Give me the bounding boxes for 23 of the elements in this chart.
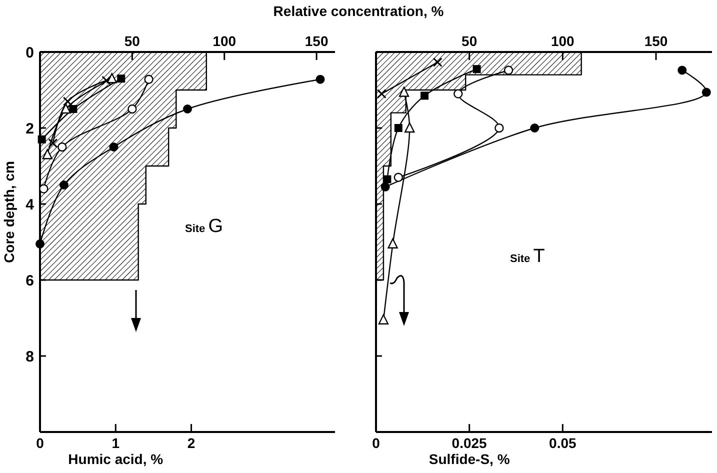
x2-tick-label: 50	[124, 33, 140, 49]
x-tick-label: 0	[372, 435, 380, 451]
y-tick-label: 2	[26, 120, 34, 138]
x2-tick-label: 150	[644, 33, 668, 49]
x-tick-label: 0.05	[549, 435, 577, 451]
x-axis-title: Humic acid, %	[68, 451, 164, 467]
x2-tick-label: 100	[212, 33, 236, 49]
x-tick-label: 1	[112, 435, 120, 451]
y-tick-label: 8	[26, 348, 34, 366]
y-tick-label: 6	[26, 272, 34, 290]
y-tick-label: 0	[26, 44, 34, 62]
x-tick-label: 0.025	[452, 435, 488, 451]
annotation: Site G	[185, 216, 224, 237]
y-axis-title: Core depth, cm	[1, 161, 17, 263]
x2-axis-title: Relative concentration, %	[273, 3, 444, 19]
x2-tick-label: 50	[462, 33, 478, 49]
x-tick-label: 2	[187, 435, 196, 451]
x2-tick-label: 100	[550, 33, 575, 49]
y-tick-label: 4	[26, 196, 35, 214]
x-tick-label: 0	[36, 435, 44, 451]
x-axis-title: Sulfide-S, %	[428, 451, 510, 467]
annotation: Site T	[510, 246, 546, 267]
x2-tick-label: 150	[304, 33, 328, 49]
